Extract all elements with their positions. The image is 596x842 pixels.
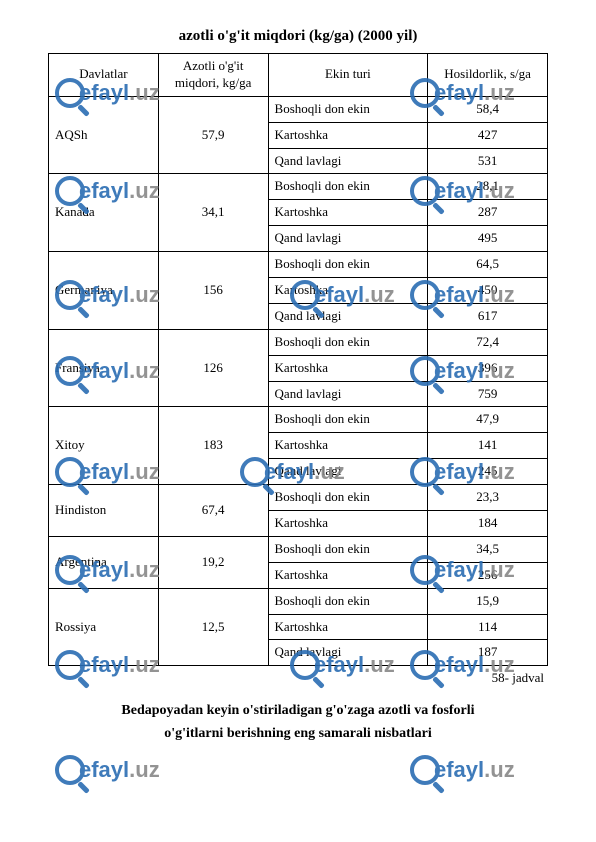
- cell-crop: Kartoshka: [268, 614, 428, 640]
- cell-crop: Kartoshka: [268, 278, 428, 304]
- cell-yield: 256: [428, 562, 548, 588]
- cell-crop: Kartoshka: [268, 200, 428, 226]
- table-row: Rossiya12,5Boshoqli don ekin15,9: [49, 588, 548, 614]
- cell-yield: 58,4: [428, 96, 548, 122]
- cell-country: Kanada: [49, 174, 159, 252]
- table-row: Kanada34,1Boshoqli don ekin28,1: [49, 174, 548, 200]
- cell-crop: Qand lavlagi: [268, 381, 428, 407]
- bottom-heading: Bedapoyadan keyin o'stiriladigan g'o'zag…: [48, 700, 548, 745]
- cell-fertilizer: 156: [158, 252, 268, 330]
- cell-yield: 245: [428, 459, 548, 485]
- data-table: Davlatlar Azotli o'g'it miqdori, kg/ga E…: [48, 53, 548, 666]
- cell-crop: Boshoqli don ekin: [268, 174, 428, 200]
- cell-fertilizer: 12,5: [158, 588, 268, 666]
- cell-fertilizer: 126: [158, 329, 268, 407]
- cell-yield: 141: [428, 433, 548, 459]
- cell-fertilizer: 57,9: [158, 96, 268, 174]
- cell-country: Argentina: [49, 536, 159, 588]
- cell-yield: 23,3: [428, 485, 548, 511]
- cell-yield: 495: [428, 226, 548, 252]
- cell-fertilizer: 183: [158, 407, 268, 485]
- table-footer-caption: 58- jadval: [48, 670, 544, 686]
- cell-yield: 184: [428, 511, 548, 537]
- cell-crop: Kartoshka: [268, 122, 428, 148]
- cell-country: AQSh: [49, 96, 159, 174]
- table-row: AQSh57,9Boshoqli don ekin58,4: [49, 96, 548, 122]
- col-header-country: Davlatlar: [49, 54, 159, 97]
- cell-yield: 114: [428, 614, 548, 640]
- cell-country: Hindiston: [49, 485, 159, 537]
- cell-country: Fransiya: [49, 329, 159, 407]
- cell-crop: Boshoqli don ekin: [268, 588, 428, 614]
- cell-crop: Boshoqli don ekin: [268, 407, 428, 433]
- cell-crop: Qand lavlagi: [268, 640, 428, 666]
- cell-country: Germaniya: [49, 252, 159, 330]
- table-row: Xitoy183Boshoqli don ekin47,9: [49, 407, 548, 433]
- table-header: Davlatlar Azotli o'g'it miqdori, kg/ga E…: [49, 54, 548, 97]
- cell-country: Rossiya: [49, 588, 159, 666]
- cell-yield: 396: [428, 355, 548, 381]
- cell-crop: Kartoshka: [268, 562, 428, 588]
- cell-yield: 427: [428, 122, 548, 148]
- cell-yield: 187: [428, 640, 548, 666]
- cell-crop: Qand lavlagi: [268, 226, 428, 252]
- cell-country: Xitoy: [49, 407, 159, 485]
- cell-crop: Boshoqli don ekin: [268, 485, 428, 511]
- cell-yield: 759: [428, 381, 548, 407]
- table-row: Fransiya126Boshoqli don ekin72,4: [49, 329, 548, 355]
- cell-yield: 64,5: [428, 252, 548, 278]
- cell-crop: Kartoshka: [268, 433, 428, 459]
- cell-yield: 72,4: [428, 329, 548, 355]
- cell-crop: Boshoqli don ekin: [268, 252, 428, 278]
- table-row: Hindiston67,4Boshoqli don ekin23,3: [49, 485, 548, 511]
- cell-crop: Qand lavlagi: [268, 303, 428, 329]
- bottom-line-1: Bedapoyadan keyin o'stiriladigan g'o'zag…: [121, 703, 474, 718]
- col-header-yield: Hosildorlik, s/ga: [428, 54, 548, 97]
- cell-yield: 531: [428, 148, 548, 174]
- cell-crop: Kartoshka: [268, 355, 428, 381]
- cell-fertilizer: 19,2: [158, 536, 268, 588]
- cell-crop: Qand lavlagi: [268, 459, 428, 485]
- cell-crop: Qand lavlagi: [268, 148, 428, 174]
- cell-yield: 28,1: [428, 174, 548, 200]
- cell-crop: Kartoshka: [268, 511, 428, 537]
- cell-crop: Boshoqli don ekin: [268, 329, 428, 355]
- cell-yield: 287: [428, 200, 548, 226]
- cell-fertilizer: 34,1: [158, 174, 268, 252]
- cell-yield: 450: [428, 278, 548, 304]
- table-body: AQSh57,9Boshoqli don ekin58,4Kartoshka42…: [49, 96, 548, 666]
- cell-yield: 617: [428, 303, 548, 329]
- cell-fertilizer: 67,4: [158, 485, 268, 537]
- bottom-line-2: o'g'itlarni berishning eng samarali nisb…: [164, 726, 432, 741]
- col-header-fertilizer: Azotli o'g'it miqdori, kg/ga: [158, 54, 268, 97]
- col-header-fertilizer-line1: Azotli o'g'it: [183, 58, 244, 73]
- table-row: Germaniya156Boshoqli don ekin64,5: [49, 252, 548, 278]
- page: azotli o'g'it miqdori (kg/ga) (2000 yil)…: [0, 0, 596, 842]
- cell-yield: 34,5: [428, 536, 548, 562]
- cell-yield: 15,9: [428, 588, 548, 614]
- cell-crop: Boshoqli don ekin: [268, 96, 428, 122]
- col-header-crop: Ekin turi: [268, 54, 428, 97]
- table-row: Argentina19,2Boshoqli don ekin34,5: [49, 536, 548, 562]
- cell-yield: 47,9: [428, 407, 548, 433]
- col-header-fertilizer-line2: miqdori, kg/ga: [175, 75, 252, 90]
- page-title: azotli o'g'it miqdori (kg/ga) (2000 yil): [48, 28, 548, 45]
- cell-crop: Boshoqli don ekin: [268, 536, 428, 562]
